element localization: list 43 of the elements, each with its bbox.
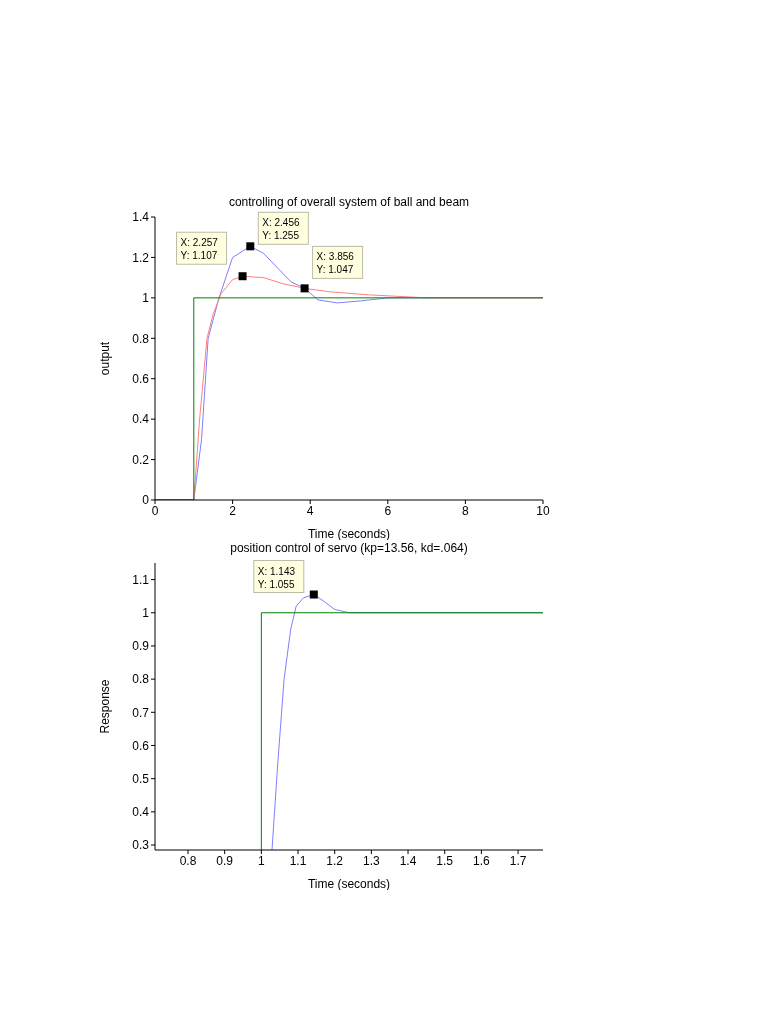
chart-title: position control of servo (kp=13.56, kd=.064) (229, 541, 469, 555)
y-tick-label: 0.4 (132, 412, 150, 427)
y-axis-title: output (98, 341, 113, 376)
x-axis-title: Time (seconds) (307, 877, 391, 891)
x-tick-label: 1.4 (399, 853, 417, 868)
x-tick-label: 4 (306, 503, 314, 518)
y-axis-title: Response (98, 679, 113, 734)
y-tick-label: 0.3 (132, 838, 150, 853)
annotation: X: 1.143 Y: 1.055 (257, 565, 296, 590)
x-tick-label: 1.7 (509, 853, 527, 868)
x-tick-label: 0.8 (179, 853, 197, 868)
y-tick-label: 1 (142, 291, 150, 306)
y-tick-label: 0.2 (132, 452, 150, 467)
x-tick-label: 1.1 (289, 853, 307, 868)
y-tick-label: 0.8 (132, 331, 150, 346)
x-tick-label: 2 (229, 503, 237, 518)
chart-title: controlling of overall system of ball and beam (227, 195, 471, 209)
x-tick-label: 0.9 (216, 853, 234, 868)
x-tick-label: 1.3 (363, 853, 381, 868)
x-tick-label: 10 (536, 503, 550, 518)
x-tick-label: 6 (384, 503, 392, 518)
y-tick-label: 0 (142, 493, 150, 508)
y-tick-label: 0.5 (132, 771, 150, 786)
x-axis-title: Time (seconds) (307, 527, 391, 541)
y-tick-label: 1 (142, 606, 150, 621)
x-tick-label: 1.2 (326, 853, 344, 868)
y-tick-label: 0.4 (132, 805, 150, 820)
y-tick-label: 0.8 (132, 672, 150, 687)
x-tick-label: 1.5 (436, 853, 454, 868)
annotation: X: 2.257 Y: 1.107 (180, 237, 219, 262)
annotation: X: 3.856 Y: 1.047 (316, 251, 355, 276)
y-tick-label: 0.9 (132, 639, 150, 654)
y-tick-label: 1.4 (132, 210, 150, 225)
x-tick-label: 1 (258, 853, 266, 868)
annotation: X: 2.456 Y: 1.255 (262, 217, 300, 242)
y-tick-label: 0.6 (132, 371, 150, 386)
y-tick-label: 1.1 (132, 572, 150, 587)
x-tick-label: 1.6 (473, 853, 491, 868)
y-tick-label: 1.2 (132, 250, 150, 265)
x-tick-label: 8 (462, 503, 470, 518)
y-tick-label: 0.6 (132, 738, 150, 753)
y-tick-label: 0.7 (132, 705, 150, 720)
datatip-box: X: 2.257 Y: 1.107 (176, 231, 247, 281)
